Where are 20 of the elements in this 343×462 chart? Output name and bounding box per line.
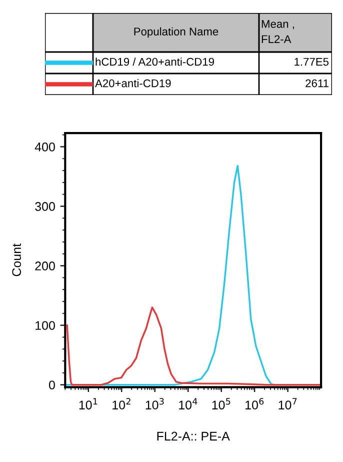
y-tick-label: 100 [36, 321, 55, 330]
x-tick-label: 10$^{5}$ [212, 398, 230, 410]
text: 2611 [306, 79, 328, 88]
y-tick-label: 0 [48, 380, 55, 390]
x-tick-label: 10$^{6}$ [246, 398, 264, 410]
y-tick-label: 300 [35, 202, 55, 211]
y-tick-label: 200 [35, 262, 55, 270]
x-tick-label: 10$^{1}$ [79, 398, 98, 410]
text: Mean , FL2-A [262, 20, 294, 43]
legend-label: hCD19 / A20+anti-CD19 [96, 58, 214, 66]
x-tick-label: 10$^{2}$ [112, 398, 130, 410]
x-tick-label: 10$^{7}$ [278, 398, 297, 410]
text: 1.77E5 [294, 58, 329, 66]
y-tick-label: 400 [34, 142, 55, 152]
x-axis-title: FL2-A:: PE-A [157, 432, 230, 441]
x-tick-label: 10$^{3}$ [146, 398, 164, 410]
text: Population Name [134, 27, 218, 38]
legend-label: A20+anti-CD19 [95, 79, 171, 88]
x-tick-label: 10$^{4}$ [179, 398, 198, 410]
y-axis-title: Count [12, 244, 22, 276]
